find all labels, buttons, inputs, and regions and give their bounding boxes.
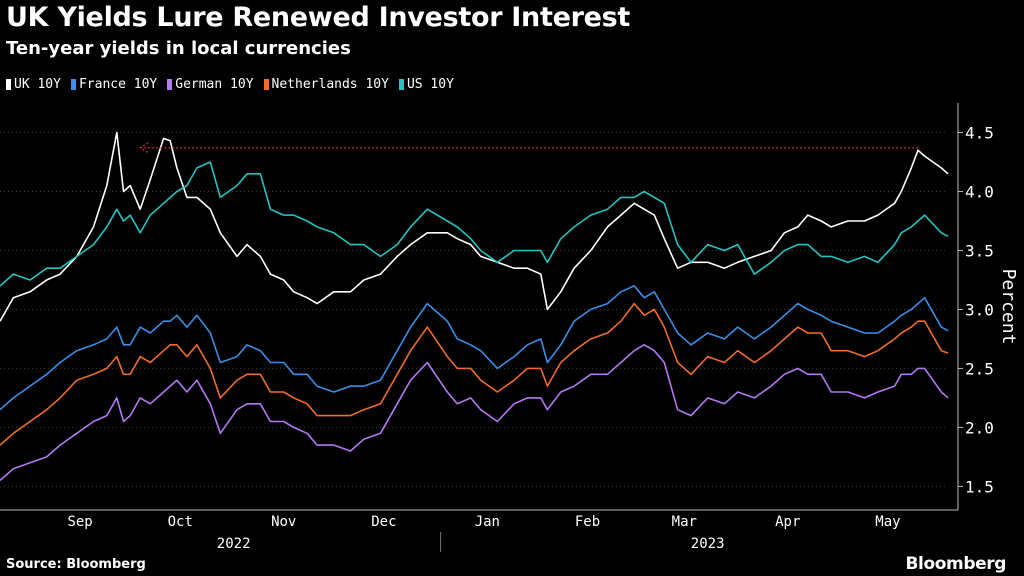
source-note: Source: Bloomberg [6,557,146,572]
series-line-netherlands-10y [0,302,949,446]
x-month-label: Nov [271,514,296,530]
legend-swatch [398,79,404,90]
legend-item: France 10Y [70,77,158,92]
legend-label: German 10Y [175,77,254,92]
legend-label: US 10Y [406,77,454,92]
x-month-label: Oct [168,514,193,530]
series-line-us-10y [0,161,949,287]
x-month-label: Sep [67,514,92,530]
y-axis-label: Percent [998,269,1019,345]
x-month-label: May [875,514,900,530]
legend-label: Netherlands 10Y [271,77,389,92]
x-year-label: 2023 [691,536,725,552]
legend-swatch [167,79,173,90]
legend-item: German 10Y [167,77,254,92]
reference-arrowhead [139,142,149,154]
y-tick-label: 4.0 [965,182,994,201]
x-month-label: Mar [672,514,697,530]
legend-label: UK 10Y [14,77,61,92]
legend-swatch [263,79,269,90]
legend-item: Netherlands 10Y [263,77,389,92]
y-tick-label: 3.5 [965,241,994,260]
brand-logo: Bloomberg [905,554,1006,574]
y-tick-label: 3.0 [965,300,994,319]
series-line-german-10y [0,344,949,482]
series-line-uk-10y [0,131,949,322]
x-month-label: Dec [371,514,396,530]
chart-title: UK Yields Lure Renewed Investor Interest [6,2,631,33]
legend-item: UK 10Y [6,77,61,92]
legend-swatch [6,79,11,90]
x-year-label: 2022 [217,536,251,552]
y-tick-label: 4.5 [965,123,994,142]
legend-item: US 10Y [398,77,454,92]
chart-subtitle: Ten-year yields in local currencies [6,38,351,59]
series-line-france-10y [0,285,949,411]
x-month-label: Apr [775,514,800,530]
y-tick-label: 2.5 [965,359,994,378]
legend-label: France 10Y [78,77,158,92]
y-tick-label: 1.5 [965,477,994,496]
legend: UK 10Y France 10Y German 10Y Netherlands 10… [6,77,454,92]
x-month-label: Feb [575,514,600,530]
legend-swatch [70,79,76,90]
x-month-label: Jan [475,514,500,530]
y-tick-label: 2.0 [965,418,994,437]
